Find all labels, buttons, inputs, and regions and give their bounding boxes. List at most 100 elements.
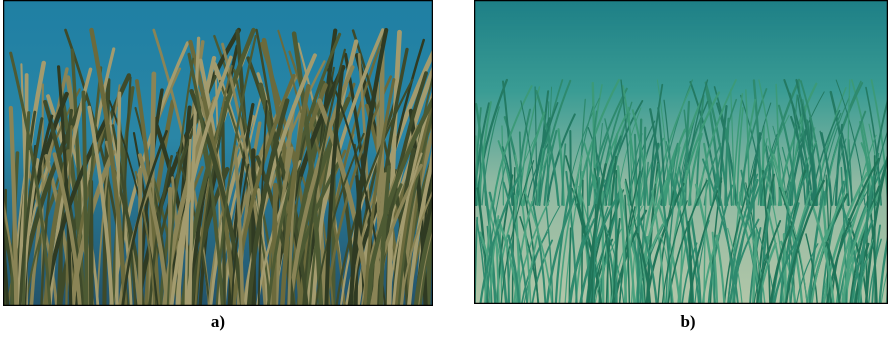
blade (618, 171, 641, 304)
blade (567, 218, 596, 304)
blade (867, 238, 882, 304)
blade (745, 89, 751, 206)
blade (605, 155, 617, 304)
blade (271, 182, 278, 306)
blade (762, 169, 771, 304)
blade (873, 155, 876, 304)
blade (291, 31, 324, 306)
blade (524, 191, 553, 304)
blade (757, 138, 768, 206)
blade (670, 142, 679, 206)
blade (407, 150, 433, 306)
panel-label: b) (680, 312, 696, 331)
blade (674, 172, 700, 304)
border (3, 0, 433, 306)
blade (492, 85, 533, 206)
blade (378, 165, 391, 306)
blade (531, 102, 559, 206)
blade (657, 187, 676, 304)
blade (588, 110, 598, 206)
blade (795, 78, 817, 207)
seagrass (474, 78, 888, 304)
blade (413, 211, 433, 306)
blade (826, 157, 880, 304)
blade (819, 130, 833, 206)
blade (535, 89, 560, 207)
blade (96, 84, 121, 306)
blade (756, 220, 782, 304)
blade (166, 57, 195, 306)
blade (255, 28, 292, 306)
blade (619, 188, 636, 304)
blade (648, 83, 664, 206)
blade (864, 155, 888, 304)
blade (479, 169, 523, 304)
blade (476, 219, 487, 304)
blade (830, 226, 846, 304)
blade (593, 168, 614, 304)
blade (661, 200, 688, 304)
blade (665, 179, 678, 304)
blade (687, 132, 703, 207)
blade (727, 173, 759, 304)
blade (663, 128, 687, 207)
blade (121, 129, 168, 306)
blade (627, 106, 633, 206)
blade (231, 73, 296, 306)
blade (502, 181, 529, 304)
blade (841, 132, 854, 206)
blade (137, 153, 170, 306)
blade (610, 205, 643, 304)
blade (624, 194, 631, 304)
blade (9, 51, 52, 306)
blade (769, 225, 792, 304)
blade (651, 190, 666, 304)
photo-b (474, 0, 888, 304)
blade (703, 143, 722, 206)
blade (495, 234, 500, 304)
blade (543, 129, 558, 207)
blade (789, 215, 806, 304)
blade (841, 207, 868, 304)
blade (765, 175, 788, 304)
blade (723, 169, 756, 304)
blade (315, 132, 365, 306)
blade (569, 129, 572, 206)
blade (561, 143, 567, 206)
blade (280, 84, 311, 306)
blade (701, 233, 720, 304)
blade (660, 234, 674, 304)
blade (755, 225, 776, 304)
blade (689, 81, 719, 206)
blade (614, 177, 618, 304)
blade (834, 123, 844, 207)
blade (187, 52, 224, 306)
blade (478, 101, 492, 206)
blade (255, 155, 296, 306)
blade (645, 182, 685, 304)
blade (777, 104, 798, 207)
blade (243, 53, 317, 306)
blade (536, 147, 544, 206)
blade (507, 234, 521, 304)
blade (821, 180, 845, 304)
blade (665, 141, 677, 206)
blade (386, 29, 402, 306)
blade (488, 215, 500, 304)
blade (215, 34, 257, 306)
blade (532, 205, 547, 304)
blade (711, 231, 719, 304)
blade (791, 94, 798, 206)
blade (616, 165, 628, 304)
blade (565, 170, 578, 304)
blade (657, 163, 673, 304)
blade (805, 127, 816, 206)
blade (554, 186, 571, 304)
blade (425, 151, 433, 306)
blade (789, 92, 807, 206)
blade (545, 197, 575, 304)
blade (135, 27, 242, 306)
blade (363, 77, 396, 306)
blade (335, 78, 414, 306)
blade (534, 86, 538, 206)
